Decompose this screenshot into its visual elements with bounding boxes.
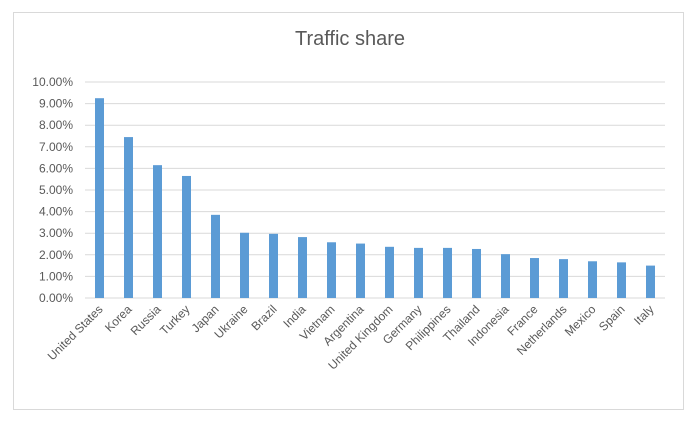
bar (617, 262, 626, 298)
bar (559, 259, 568, 298)
bar (530, 258, 539, 298)
y-tick-label: 7.00% (39, 140, 73, 154)
bar (414, 247, 423, 298)
y-axis-ticks: 0.00% 1.00% 2.00% 3.00% 4.00% 5.00% 6.00% 7.00%… (32, 75, 73, 305)
bar (646, 265, 655, 298)
bar (501, 254, 510, 298)
y-tick-label: 0.00% (39, 291, 73, 305)
y-tick-label: 5.00% (39, 183, 73, 197)
bar (124, 137, 133, 298)
x-tick-label: United States (45, 302, 106, 363)
y-tick-label: 2.00% (39, 248, 73, 262)
bar (298, 237, 307, 298)
bar (269, 233, 278, 298)
chart-title: Traffic share (294, 28, 406, 50)
x-axis-ticks: United StatesKoreaRussiaTurkeyJapanUkrai… (45, 302, 657, 373)
bar (327, 242, 336, 298)
gridlines (85, 81, 665, 299)
bar (153, 165, 162, 298)
y-tick-label: 10.00% (32, 75, 73, 89)
x-tick-label: Russia (128, 302, 164, 338)
bars (95, 98, 655, 298)
bar (240, 232, 249, 298)
x-tick-label: Brazil (248, 302, 279, 333)
x-tick-label: Spain (596, 302, 628, 334)
bar (443, 247, 452, 298)
bar (356, 243, 365, 298)
bar (182, 175, 191, 298)
bar (472, 248, 481, 298)
bar (385, 246, 394, 298)
y-tick-label: 8.00% (39, 118, 73, 132)
bar (211, 214, 220, 298)
y-tick-label: 9.00% (39, 97, 73, 111)
bar (95, 98, 104, 298)
x-tick-label: Mexico (562, 302, 599, 339)
bar (588, 261, 597, 298)
y-tick-label: 1.00% (39, 269, 73, 283)
y-tick-label: 6.00% (39, 161, 73, 175)
x-tick-label: Turkey (157, 302, 193, 338)
y-tick-label: 3.00% (39, 226, 73, 240)
y-tick-label: 4.00% (39, 205, 73, 219)
x-tick-label: Italy (631, 302, 656, 327)
